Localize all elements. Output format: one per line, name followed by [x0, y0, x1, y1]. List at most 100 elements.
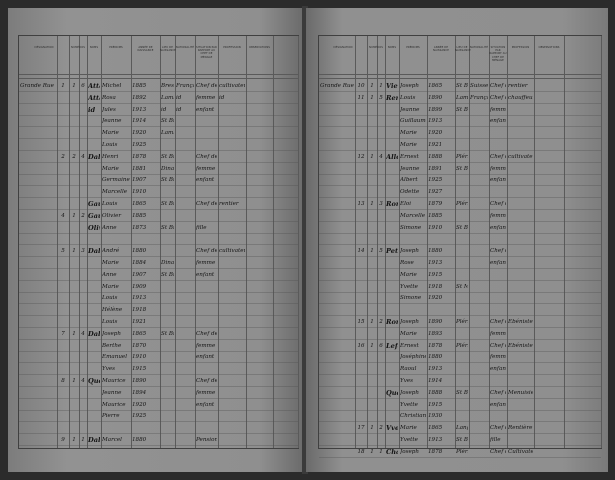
row-rule [319, 150, 601, 151]
row-rule [19, 173, 298, 175]
row-rule [319, 185, 601, 187]
row-rule [319, 161, 601, 163]
cell-first-name: Simone [400, 295, 422, 302]
cell-birth-year: 1873 [132, 224, 147, 231]
cell-birth-place: St Brieuc [456, 83, 468, 89]
cell-first-name: Pierre [102, 413, 120, 420]
cell-birth-year: 1884 [132, 260, 147, 266]
cell-birth-year: 1915 [132, 366, 147, 373]
column-divider [427, 36, 428, 448]
cell-individuals: 1 [379, 448, 383, 455]
cell-surname: Attaly [88, 82, 100, 90]
cell-first-name: Marie [102, 165, 119, 172]
cell-household-number: 1 [370, 201, 374, 207]
row-rule [319, 409, 601, 411]
cell-household-role: Chef de ménage [490, 94, 506, 101]
cell-individuals: 4 [81, 378, 85, 384]
row-rule [19, 409, 298, 411]
column-divider [298, 36, 299, 448]
cell-household-number: 1 [370, 94, 374, 101]
cell-household-role: femme [196, 389, 216, 396]
cell-birth-year: 1880 [132, 248, 147, 255]
column-divider [69, 36, 70, 448]
column-divider [469, 36, 470, 448]
row-rule [19, 338, 298, 340]
cell-nationality: Française [176, 83, 194, 89]
cell-birth-year: 1865 [132, 201, 147, 207]
cell-individuals: 3 [379, 201, 383, 207]
cell-nationality: Suisse [470, 83, 488, 89]
cell-birth-year: 1925 [132, 142, 147, 148]
column-divider [246, 36, 247, 448]
row-rule [19, 362, 298, 364]
column-header-annee: ANNÉE DE NAISSANCE [137, 46, 154, 53]
row-rule [319, 386, 601, 387]
cell-surname: Vve Mauclair [386, 424, 398, 433]
row-rule [19, 138, 298, 140]
column-header-observations: OBSERVATIONS [538, 46, 560, 49]
column-divider [57, 36, 58, 448]
cell-birth-place: Dinan [161, 260, 174, 266]
cell-household-role: enfant [490, 177, 506, 184]
cell-birth-year: 1899 [428, 106, 443, 113]
cell-first-name: Joseph [400, 83, 419, 89]
cell-birth-year: 1913 [132, 106, 147, 113]
book-spine [302, 6, 308, 474]
cell-birth-year: 1865 [428, 425, 443, 432]
row-rule [19, 327, 298, 328]
cell-household-role: enfant [196, 354, 215, 361]
column-divider [218, 36, 219, 448]
row-rule [319, 433, 601, 435]
cell-first-name: Marcel [102, 437, 122, 443]
row-rule [19, 161, 298, 163]
cell-first-name: Albert [400, 177, 418, 184]
cell-first-name: Louis [102, 295, 118, 302]
column-divider [489, 36, 490, 448]
cell-first-name: Maurice [102, 378, 126, 384]
column-header-lieu: LIEU DE NAISSANCE [160, 46, 176, 53]
cell-household-role: femme [490, 354, 506, 361]
cell-individuals: 5 [379, 248, 383, 255]
cell-individuals: 2 [379, 319, 383, 325]
right-page: DÉSIGNATION NUMÉROS NOMS PRÉNOMS ANNÉE DE NA… [306, 8, 608, 472]
row-rule [319, 244, 601, 246]
cell-profession: id [219, 94, 225, 101]
column-divider [564, 36, 565, 448]
cell-birth-year: 1893 [428, 330, 443, 337]
column-header-observations: OBSERVATIONS [248, 46, 271, 49]
cell-household-role: enfant [196, 106, 215, 113]
cell-household-role: enfant [490, 224, 506, 231]
cell-birth-year: 1913 [428, 437, 443, 443]
cell-household-role: Chef de ménage [490, 83, 506, 89]
cell-first-name: André [102, 248, 120, 255]
cell-individuals: 2 [379, 425, 383, 432]
column-divider [87, 36, 88, 448]
cell-birth-year: 1879 [428, 201, 443, 207]
row-rule [19, 209, 298, 210]
row-rule [319, 374, 601, 376]
cell-birth-year: 1920 [132, 401, 147, 408]
cell-first-name: Joseph [400, 448, 419, 455]
cell-household-number: 1 [72, 248, 76, 255]
cell-household-role: Chef de ménage [196, 83, 217, 89]
cell-individuals: 3 [81, 248, 85, 255]
column-divider [273, 36, 274, 448]
cell-surname: Allemand [386, 152, 398, 161]
row-rule [19, 421, 298, 423]
cell-birth-place: Plérin [456, 153, 468, 160]
cell-birth-year: 1914 [428, 378, 443, 384]
cell-profession: Rentière [508, 425, 533, 432]
cell-first-name: Maurice [102, 401, 126, 408]
cell-first-name: Yvette [400, 401, 418, 408]
column-header-designation: DÉSIGNATION [34, 46, 54, 49]
column-header-designation: DÉSIGNATION [333, 46, 353, 49]
cell-household-role: enfant [196, 271, 215, 278]
row-rule [319, 338, 601, 340]
cell-first-name: Olivier [102, 212, 122, 219]
cell-birth-year: 1891 [428, 165, 443, 172]
row-rule [319, 445, 601, 446]
column-divider [101, 36, 102, 448]
row-rule [319, 209, 601, 210]
cell-profession: cultivateur [508, 153, 533, 160]
cell-birth-place: St Brieuc [456, 165, 468, 172]
